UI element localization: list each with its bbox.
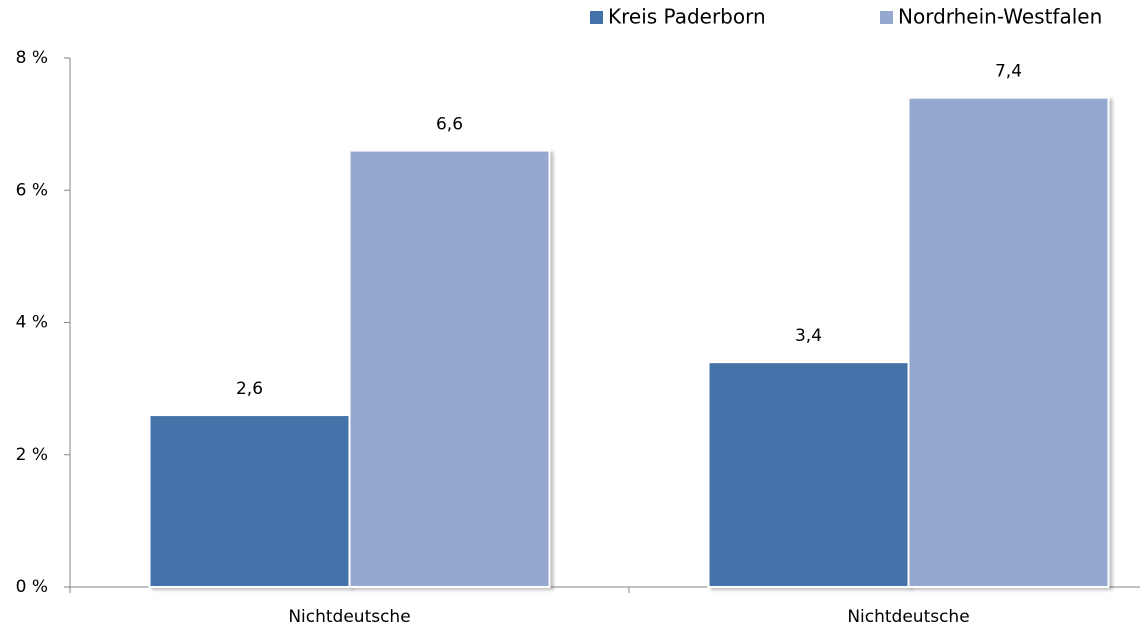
bar <box>148 414 351 589</box>
bar <box>348 149 551 588</box>
x-tick-label: Nichtdeutsche <box>847 607 969 627</box>
data-label: 6,6 <box>436 115 463 135</box>
y-tick-label: 4 % <box>16 313 48 333</box>
data-label: 3,4 <box>795 326 822 346</box>
data-label: 2,6 <box>236 379 263 399</box>
bar <box>707 361 910 588</box>
legend-label: Nordrhein-Westfalen <box>898 5 1102 29</box>
bar <box>907 96 1110 589</box>
legend: Kreis Paderborn Nordrhein-Westfalen <box>590 5 1102 29</box>
y-tick-label: 6 % <box>16 180 48 200</box>
legend-swatch <box>590 11 603 24</box>
y-tick-label: 0 % <box>16 577 48 597</box>
y-tick-label: 8 % <box>16 48 48 68</box>
y-tick-label: 2 % <box>16 445 48 465</box>
data-label: 7,4 <box>995 62 1022 82</box>
legend-label: Kreis Paderborn <box>608 5 766 29</box>
x-tick-label: Nichtdeutsche <box>288 607 410 627</box>
legend-swatch <box>880 11 893 24</box>
